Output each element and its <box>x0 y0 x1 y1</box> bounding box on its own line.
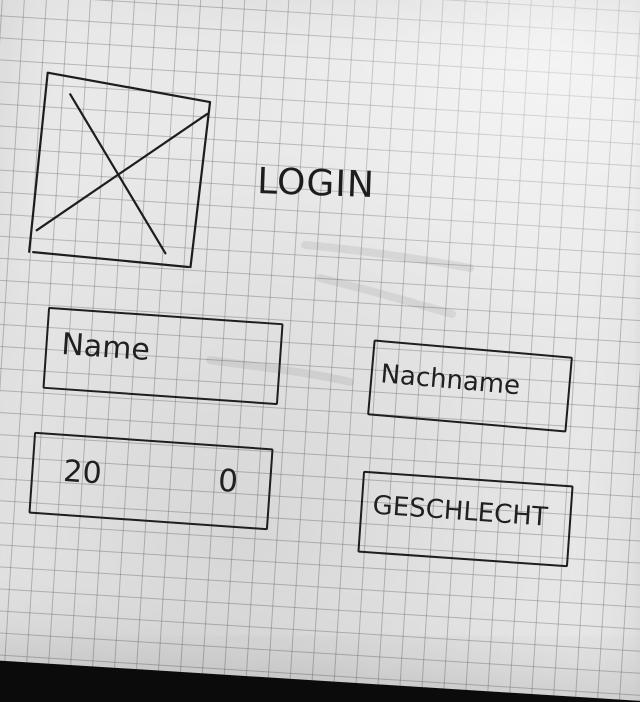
name-field[interactable]: Name <box>42 306 284 406</box>
name-field-label: Name <box>60 326 152 369</box>
wireframe-layer: LOGIN Name Nachname 20 0 GESCHLECHT <box>25 68 574 568</box>
gender-dropdown[interactable]: GESCHLECHT <box>357 470 574 568</box>
stepper-icon[interactable]: 0 <box>216 462 240 501</box>
placeholder-cross-icon <box>28 71 212 269</box>
lastname-field-label: Nachname <box>379 359 522 402</box>
image-placeholder-icon <box>25 68 212 270</box>
age-value: 20 <box>62 453 103 492</box>
age-stepper[interactable]: 20 0 <box>28 431 274 531</box>
gender-dropdown-label: GESCHLECHT <box>371 490 549 533</box>
page-title: LOGIN <box>256 161 376 207</box>
lastname-field[interactable]: Nachname <box>367 339 573 433</box>
